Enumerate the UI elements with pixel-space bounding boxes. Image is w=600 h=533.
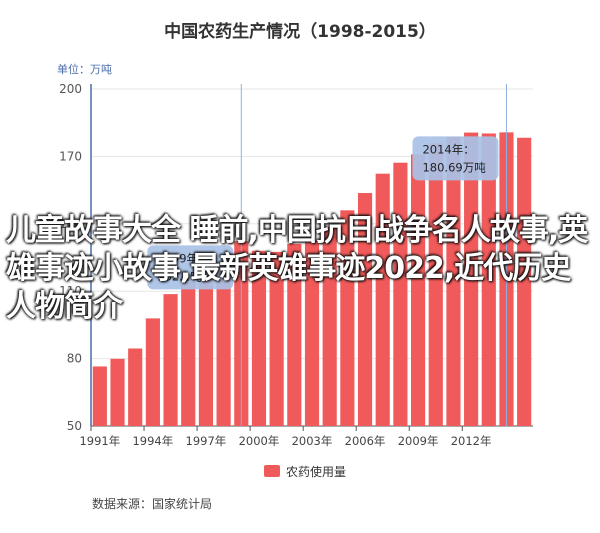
- bar-1998年: [216, 261, 231, 426]
- x-tick-label-7: 2012年: [451, 434, 492, 448]
- y-tick-label-4: 170: [59, 149, 82, 163]
- bar-2015年: [517, 137, 532, 426]
- source-note: 数据来源：国家统计局: [92, 496, 212, 511]
- y-tick-label-2: 110: [59, 284, 82, 298]
- y-tick-label-3: 140: [59, 217, 82, 231]
- x-tick-label-4: 2003年: [292, 434, 333, 448]
- bar-2001年: [269, 251, 284, 426]
- x-tick-label-0: 1991年: [79, 434, 120, 448]
- tooltip-line2-1: 180.69万吨: [422, 160, 486, 174]
- y-tick-label-1: 80: [67, 352, 82, 366]
- tooltip-box-0: [147, 245, 234, 290]
- bar-1991年: [92, 366, 107, 426]
- bar-1993年: [128, 348, 143, 426]
- tooltip-box-1: [412, 136, 499, 181]
- bar-2002年: [287, 243, 302, 426]
- bar-2003年: [304, 240, 320, 426]
- unit-label: 单位：万吨: [57, 62, 112, 76]
- bar-2004年: [322, 226, 337, 426]
- bar-1997年: [198, 269, 213, 426]
- bar-2011年: [446, 136, 461, 426]
- bar-2000年: [251, 250, 267, 426]
- bar-2008年: [393, 162, 408, 426]
- x-tick-label-6: 2009年: [398, 434, 439, 448]
- x-tick-label-3: 2000年: [239, 434, 280, 448]
- x-tick-label-1: 1994年: [132, 434, 173, 448]
- bar-2007年: [375, 173, 390, 426]
- bar-2012年: [464, 132, 479, 426]
- legend-swatch: [264, 465, 280, 477]
- x-tick-label-5: 2006年: [345, 434, 386, 448]
- tooltip-line1-0: 1999年：: [157, 251, 209, 265]
- bar-2013年: [481, 133, 496, 426]
- x-tick-label-2: 1997年: [186, 434, 227, 448]
- bar-2009年: [411, 154, 426, 427]
- bar-2005年: [340, 210, 355, 426]
- y-tick-label-5: 200: [59, 82, 82, 96]
- bar-1995年: [163, 294, 178, 426]
- legend-label: 农药使用量: [286, 464, 346, 479]
- chart-title: 中国农药生产情况（1998-2015）: [164, 21, 436, 42]
- tooltip-line1-1: 2014年：: [422, 142, 474, 156]
- bar-2010年: [428, 143, 443, 427]
- bar-1996年: [181, 281, 196, 426]
- tooltip-line2-0: 132.2吨: [157, 269, 202, 283]
- bar-1992年: [110, 358, 125, 426]
- bar-1994年: [145, 318, 160, 426]
- bar-2006年: [357, 193, 373, 426]
- y-tick-label-0: 50: [67, 419, 82, 433]
